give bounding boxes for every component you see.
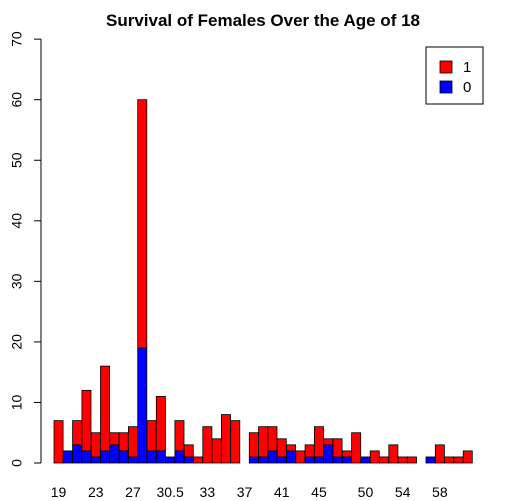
bar-segment-series-1-49 [351,432,362,464]
bar-segment-series-0-38 [248,456,259,464]
y-tick-label: 70 [9,31,25,47]
bar-segment-series-0-44 [304,456,315,464]
bar-segment-series-0-50 [360,456,371,464]
x-tick-label: 41 [274,484,290,500]
x-tick-label: 54 [395,484,411,500]
bar-segment-series-1-58 [434,444,445,464]
bar-segment-series-1-36 [230,420,241,464]
bar-segment-series-1-25 [109,432,120,446]
bar-segment-series-1-45 [313,426,324,458]
legend-label-1: 1 [463,59,471,76]
x-tick-label: 58 [432,484,448,500]
bar-segment-series-1-41 [276,438,287,458]
bar-segment-series-1-51 [369,450,380,464]
y-tick-label: 50 [9,152,25,168]
bar-segment-series-0-45 [313,456,324,464]
y-tick-label: 40 [9,213,25,229]
bar-segment-series-1-55 [406,456,417,464]
bar-segment-series-1-23 [90,432,101,458]
bar-segment-series-1-29 [146,420,157,452]
chart-title: Survival of Females Over the Age of 18 [106,11,420,30]
bar-segment-series-1-53 [388,444,399,464]
bar-segment-series-1-40 [267,426,278,452]
bar-segment-series-0-22 [81,450,92,464]
bar-segment-series-1-39 [258,426,269,458]
bar-segment-series-0-30.5 [165,456,176,464]
bar-segment-series-1-54 [397,456,408,464]
bar-segment-series-0-46 [323,444,334,464]
bar-segment-series-0-23 [90,456,101,464]
x-tick-label: 27 [125,484,141,500]
x-tick-label: 19 [51,484,67,500]
bar-segment-series-0-32 [183,456,194,464]
bar-segment-series-0-57 [425,456,436,464]
y-tick-label: 30 [9,273,25,289]
bars-group [53,99,473,464]
bar-segment-series-1-42 [286,444,297,452]
bar-segment-series-1-24 [100,365,111,452]
bar-segment-series-0-47 [332,456,343,464]
x-axis-labels: 19 23 27 30.5 33 37 41 45 50 54 58 [51,484,448,500]
bar-segment-series-1-33 [202,426,213,464]
y-tick-label: 20 [9,334,25,350]
y-tick-label: 0 [9,459,25,467]
x-tick-label: 33 [200,484,216,500]
bar-segment-series-0-41 [276,456,287,464]
x-tick-label: 45 [311,484,327,500]
bar-segment-series-1-26 [118,432,129,452]
bar-segment-series-1-38 [248,432,259,458]
bar-segment-series-0-25 [109,444,120,464]
bar-segment-series-1-44 [304,444,315,458]
x-tick-label: 37 [237,484,253,500]
bar-segment-series-1-31 [174,420,185,452]
y-tick-label: 10 [9,394,25,410]
bar-segment-series-1-61 [462,450,473,464]
bar-segment-series-0-24 [100,450,111,464]
bar-segment-series-1-19 [53,420,64,464]
bar-segment-series-1-32.5 [193,456,204,464]
legend-label-0: 0 [463,79,471,96]
bar-segment-series-0-48 [341,456,352,464]
y-tick-label: 60 [9,92,25,108]
bar-segment-series-0-20 [62,450,73,464]
bar-segment-series-0-27 [127,456,138,464]
legend-swatch-1 [439,60,453,74]
bar-segment-series-1-32 [183,444,194,458]
bar-segment-series-1-48 [341,450,352,458]
bar-segment-series-0-30 [155,450,166,464]
bar-segment-series-0-26 [118,450,129,464]
legend-swatch-0 [439,80,453,94]
bar-segment-series-1-34 [211,438,222,464]
bar-segment-series-1-46 [323,438,334,446]
bar-segment-series-1-59 [444,456,455,464]
bar-segment-series-0-31 [174,450,185,464]
bar-segment-series-1-52 [379,456,390,464]
bar-segment-series-1-47 [332,438,343,458]
bar-segment-series-1-28 [137,99,148,349]
bar-segment-series-1-43 [295,450,306,464]
legend: 10 [425,46,484,105]
y-axis: 0 10 20 30 40 50 60 70 [9,31,42,467]
bar-segment-series-1-60 [453,456,464,464]
bar-segment-series-0-21 [72,444,83,464]
bar-segment-series-1-35 [220,414,231,464]
bar-segment-series-0-29 [146,450,157,464]
bar-segment-series-0-39 [258,456,269,464]
legend-box [425,46,484,105]
bar-segment-series-0-42 [286,450,297,464]
bar-segment-series-1-21 [72,420,83,446]
x-tick-label: 50 [358,484,374,500]
bar-segment-series-0-28 [137,347,148,464]
bar-segment-series-1-22 [81,389,92,452]
bar-segment-series-1-30 [155,395,166,452]
bar-segment-series-1-27 [127,426,138,458]
bar-segment-series-0-40 [267,450,278,464]
x-tick-label: 23 [88,484,104,500]
x-tick-label: 30.5 [157,484,184,500]
